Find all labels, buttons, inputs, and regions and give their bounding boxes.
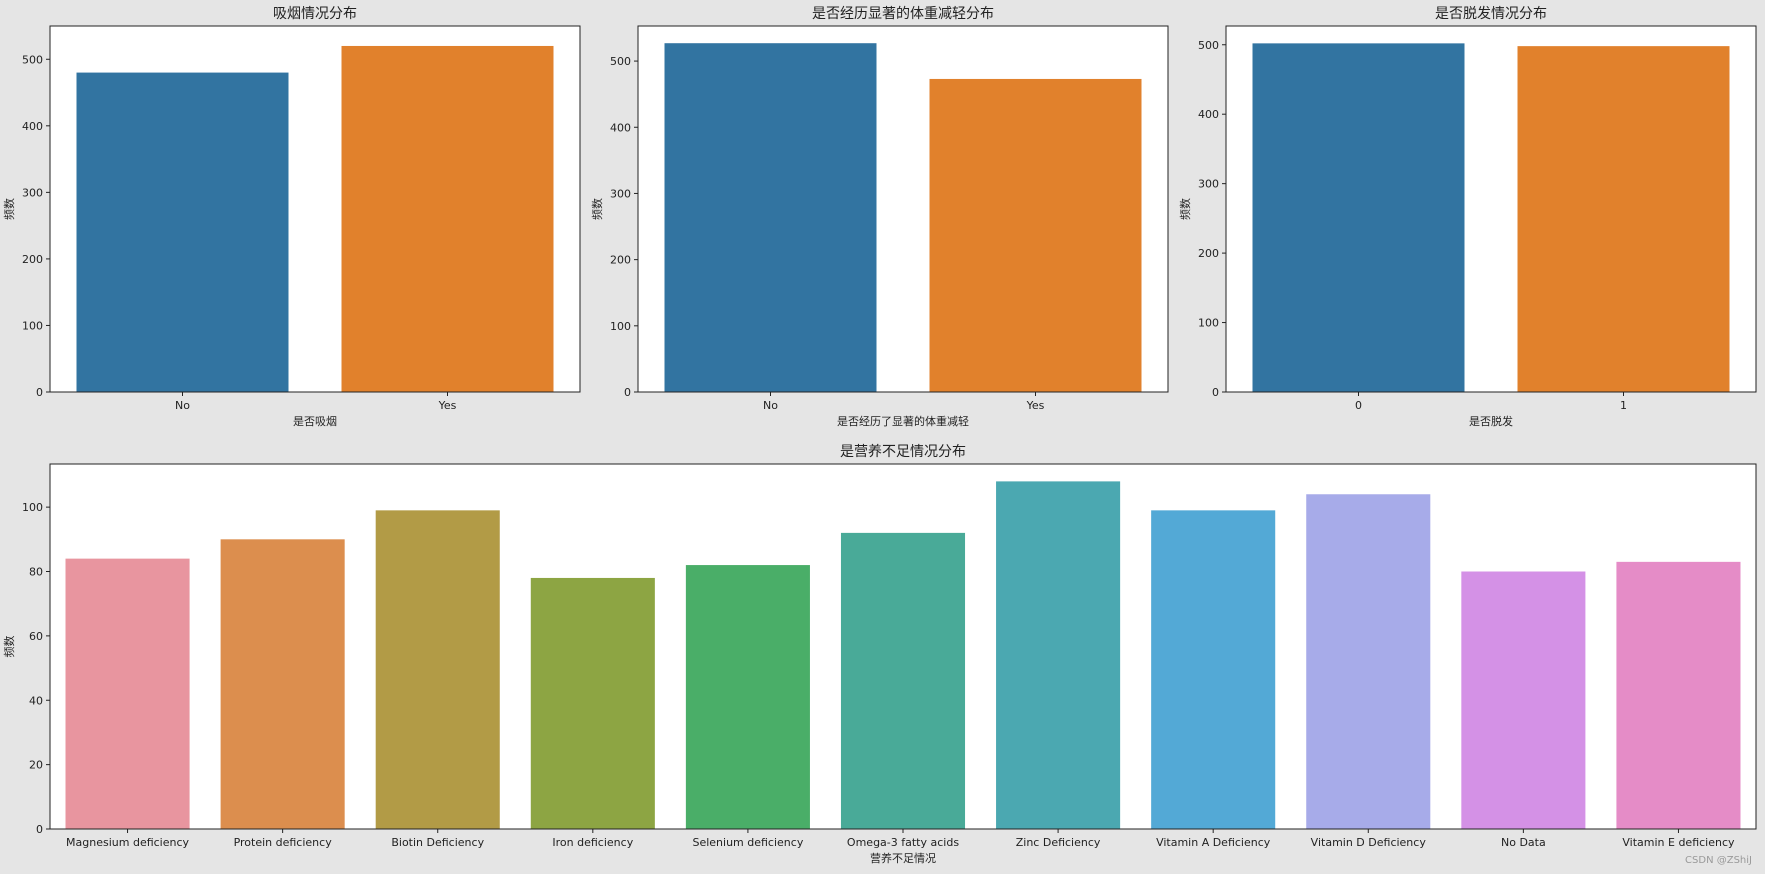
y-axis-label: 频数 [590,198,604,220]
bar-0 [1252,43,1465,393]
y-axis-label: 频数 [2,198,16,220]
chart-title: 是否脱发情况分布 [1435,6,1547,22]
chart-2: No Yes 0 100 200 300 400 500 是否经历显著的体重减轻分布是否经历了显… [590,6,1169,428]
y-tick-label: 500 [610,55,631,68]
bar-iron-deficiency [530,577,655,829]
plot-frame [637,25,1169,393]
x-tick-label: Yes [1026,399,1045,412]
y-tick-label: 40 [29,694,43,707]
x-tick-label: Protein deficiency [234,836,333,849]
y-axis-label: 频数 [2,636,16,658]
bar-no-data [1461,571,1586,829]
y-tick-label: 100 [22,319,43,332]
x-tick-label: Vitamin A Deficiency [1156,836,1271,849]
y-tick-label: 0 [1212,386,1219,399]
chart-4: Magnesium deficiency Protein deficiency Bi… [2,444,1757,865]
y-tick-label: 200 [1198,247,1219,260]
x-axis-label: 是否经历了显著的体重减轻 [837,414,969,428]
plot-frame [49,463,1757,830]
x-tick-label: Magnesium deficiency [66,836,189,849]
bar-vitamin-e-deficiency [1616,561,1741,829]
bar-biotin-deficiency [375,510,500,829]
y-tick-label: 300 [610,187,631,200]
y-tick-label: 400 [1198,108,1219,121]
x-tick-label: Omega-3 fatty acids [847,836,959,849]
y-tick-label: 500 [22,53,43,66]
bar-yes [929,78,1142,392]
x-tick-label: Iron deficiency [552,836,633,849]
y-tick-label: 80 [29,566,43,579]
y-tick-label: 300 [1198,178,1219,191]
x-axis-label: 营养不足情况 [870,851,936,865]
y-tick-label: 0 [36,386,43,399]
y-tick-label: 100 [610,320,631,333]
bar-zinc-deficiency [996,481,1121,829]
x-tick-label: Biotin Deficiency [391,836,484,849]
y-axis-label: 频数 [1178,198,1192,220]
x-tick-label: Vitamin D Deficiency [1311,836,1427,849]
y-tick-label: 400 [610,121,631,134]
y-tick-label: 60 [29,630,43,643]
bar-vitamin-d-deficiency [1306,494,1431,829]
x-axis-label: 是否吸烟 [293,414,337,428]
bar-no [664,43,877,393]
chart-title: 是否经历显著的体重减轻分布 [812,6,994,22]
plot-frame [49,25,581,393]
x-tick-label: No [175,399,190,412]
x-tick-label: No [763,399,778,412]
chart-title: 是营养不足情况分布 [840,444,966,460]
bar-selenium-deficiency [685,565,810,829]
bar-vitamin-a-deficiency [1151,510,1276,829]
x-tick-label: No Data [1501,836,1546,849]
bar-yes [341,45,554,393]
y-tick-label: 500 [1198,39,1219,52]
x-tick-label: Zinc Deficiency [1016,836,1101,849]
y-tick-label: 300 [22,186,43,199]
watermark: CSDN @ZShiJ [1685,855,1752,866]
y-tick-label: 0 [624,386,631,399]
bar-no [76,72,289,392]
bar-magnesium-deficiency [65,558,190,829]
bar-1 [1517,46,1730,393]
chart-title: 吸烟情况分布 [273,6,357,22]
y-tick-label: 0 [36,823,43,836]
y-tick-label: 20 [29,759,43,772]
y-tick-label: 400 [22,120,43,133]
bar-omega-3-fatty-acids [840,532,966,829]
x-tick-label: 0 [1355,399,1362,412]
y-tick-label: 200 [610,254,631,267]
x-tick-label: Yes [438,399,457,412]
y-tick-label: 100 [1198,317,1219,330]
x-tick-label: 1 [1620,399,1627,412]
y-tick-label: 100 [22,501,43,514]
plot-frame [1225,25,1757,393]
x-tick-label: Vitamin E deficiency [1622,836,1735,849]
bar-protein-deficiency [220,539,345,829]
y-tick-label: 200 [22,253,43,266]
x-axis-label: 是否脱发 [1469,414,1513,428]
x-tick-label: Selenium deficiency [692,836,803,849]
